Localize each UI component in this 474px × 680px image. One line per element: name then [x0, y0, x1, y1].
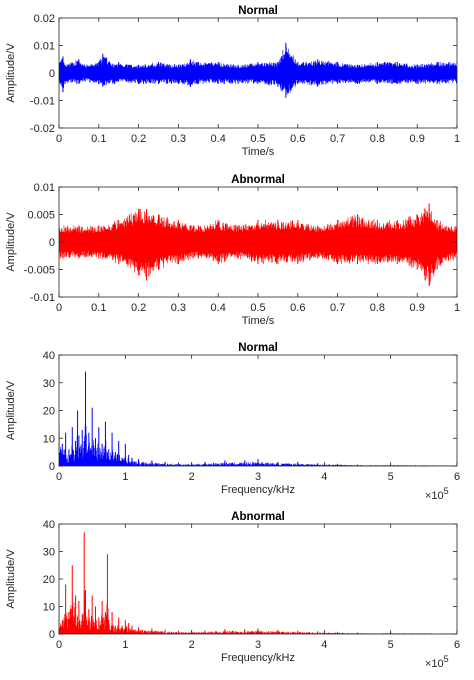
- chart-title: Abnormal: [231, 511, 285, 523]
- series-group: [59, 371, 457, 466]
- y-tick-label: 20: [43, 406, 55, 418]
- x-tick-label: 0.5: [250, 133, 265, 145]
- y-axis-label: Amplitude/V: [5, 43, 17, 103]
- y-axis-label: Amplitude/V: [5, 380, 17, 440]
- y-tick-label: 10: [43, 433, 55, 445]
- x-tick-label: 0.9: [410, 302, 425, 314]
- x-tick-label: 0.4: [211, 133, 226, 145]
- x-multiplier-exp: 5: [444, 486, 449, 496]
- x-tick-label: 3: [255, 471, 261, 483]
- x-tick-label: 2: [189, 471, 195, 483]
- series-group: [59, 42, 457, 98]
- y-axis-label: Amplitude/V: [5, 212, 17, 272]
- x-tick-label: 1: [122, 471, 128, 483]
- x-tick-label: 0.1: [91, 302, 106, 314]
- y-tick-label: 0: [49, 629, 55, 641]
- y-tick-label: 0.02: [34, 13, 55, 25]
- x-tick-label: 0.7: [330, 133, 345, 145]
- x-multiplier: ×105: [425, 486, 449, 502]
- y-tick-label: -0.01: [30, 292, 55, 304]
- y-axis-label: Amplitude/V: [5, 549, 17, 609]
- x-tick-label: 0.3: [171, 133, 186, 145]
- x-axis-label: Frequency/kHz: [221, 652, 295, 664]
- y-tick-label: 0.01: [34, 182, 55, 194]
- x-tick-label: 0.3: [171, 302, 186, 314]
- chart-panel-2: Abnormal 0 0.1 0.2 0.3 0.4 0.5 0.6 0.7 0.8 0.9 1 -0.…: [5, 174, 460, 327]
- y-tick-label: -0.01: [30, 96, 55, 108]
- x-tick-label: 6: [454, 639, 460, 651]
- x-tick-label: 5: [388, 639, 394, 651]
- x-multiplier-exp: 5: [444, 654, 449, 664]
- x-tick-label: 2: [189, 639, 195, 651]
- x-tick-label: 5: [388, 471, 394, 483]
- x-tick-label: 0.2: [131, 133, 146, 145]
- y-tick-label: -0.02: [30, 123, 55, 135]
- x-tick-label: 4: [321, 471, 327, 483]
- y-tick-label: 0.005: [27, 210, 55, 222]
- y-tick-label: 40: [43, 350, 55, 362]
- y-tick-label: -0.005: [24, 265, 55, 277]
- y-tick-label: 0: [49, 237, 55, 249]
- x-tick-label: 0.2: [131, 302, 146, 314]
- x-axis-label: Frequency/kHz: [221, 484, 295, 496]
- series-group: [59, 203, 457, 286]
- y-tick-label: 0: [49, 461, 55, 473]
- chart-title: Abnormal: [231, 174, 285, 186]
- x-tick-label: 0: [56, 302, 62, 314]
- y-tick-label: 40: [43, 519, 55, 531]
- x-tick-label: 6: [454, 471, 460, 483]
- y-tick-label: 20: [43, 574, 55, 586]
- x-tick-label: 4: [321, 639, 327, 651]
- x-tick-label: 0.1: [91, 133, 106, 145]
- chart-title: Normal: [238, 5, 278, 17]
- x-multiplier-base: ×10: [425, 490, 444, 502]
- x-tick-label: 1: [122, 639, 128, 651]
- x-tick-label: 0.6: [290, 133, 305, 145]
- x-multiplier-base: ×10: [425, 658, 444, 670]
- x-tick-label: 3: [255, 639, 261, 651]
- y-tick-label: 10: [43, 602, 55, 614]
- x-tick-label: 0: [56, 471, 62, 483]
- x-tick-label: 0: [56, 639, 62, 651]
- y-tick-label: 30: [43, 547, 55, 559]
- x-tick-label: 0.6: [290, 302, 305, 314]
- x-tick-label: 0.4: [211, 302, 226, 314]
- x-tick-label: 0: [56, 133, 62, 145]
- x-tick-label: 0.9: [410, 133, 425, 145]
- y-tick-label: 30: [43, 378, 55, 390]
- x-multiplier: ×105: [425, 654, 449, 670]
- x-axis-label: Time/s: [242, 315, 275, 327]
- chart-panel-1: Normal 0 0.1 0.2 0.3 0.4 0.5 0.6 0.7 0.8 0.9 1 -0.02…: [5, 5, 460, 158]
- x-tick-label: 0.5: [250, 302, 265, 314]
- x-tick-label: 1: [454, 302, 460, 314]
- x-tick-label: 0.7: [330, 302, 345, 314]
- series-group: [59, 532, 457, 634]
- x-tick-label: 0.8: [370, 133, 385, 145]
- x-tick-label: 1: [454, 133, 460, 145]
- y-tick-label: 0.01: [34, 41, 55, 53]
- x-tick-label: 0.8: [370, 302, 385, 314]
- chart-title: Normal: [238, 342, 278, 354]
- x-axis-label: Time/s: [242, 146, 275, 158]
- y-tick-label: 0: [49, 68, 55, 80]
